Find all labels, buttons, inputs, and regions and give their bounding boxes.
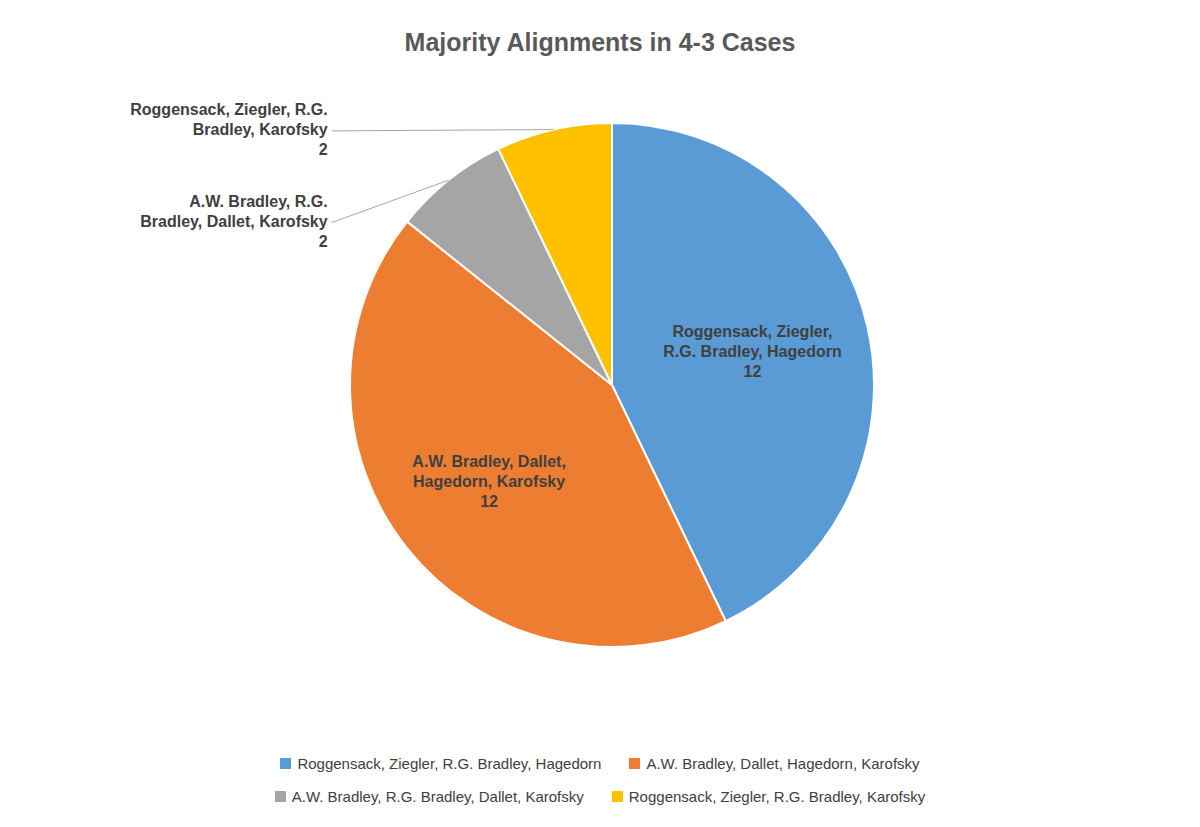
- html-text:A.W. Bradley, R.G. Bradley, Da: A.W. Bradley, R.G. Bradley, Dallet, Karo…: [291, 788, 584, 805]
- svg-text:Roggensack, Ziegler,R.G. Bradl: Roggensack, Ziegler,R.G. Bradley, Hagedo…: [663, 323, 841, 380]
- svg-text:Roggensack, Ziegler, R.G.Bradl: Roggensack, Ziegler, R.G.Bradley, Karofs…: [130, 101, 327, 158]
- svg-text:A.W. Bradley, R.G.Bradley, Dal: A.W. Bradley, R.G.Bradley, Dallet, Karof…: [140, 193, 327, 250]
- svg-text:A.W. Bradley, Dallet,Hagedorn,: A.W. Bradley, Dallet,Hagedorn, Karofsky1…: [412, 453, 566, 510]
- html-text:A.W. Bradley, Dallet, Hagedorn: A.W. Bradley, Dallet, Hagedorn, Karofsky: [646, 755, 920, 772]
- html-text:Majority Alignments in 4-3 Cas: Majority Alignments in 4-3 Cases: [404, 28, 796, 56]
- html-text:Roggensack, Ziegler, R.G. Brad: Roggensack, Ziegler, R.G. Bradley, Haged…: [297, 755, 602, 772]
- html-text:Roggensack, Ziegler, R.G. Brad: Roggensack, Ziegler, R.G. Bradley, Karof…: [628, 788, 926, 805]
